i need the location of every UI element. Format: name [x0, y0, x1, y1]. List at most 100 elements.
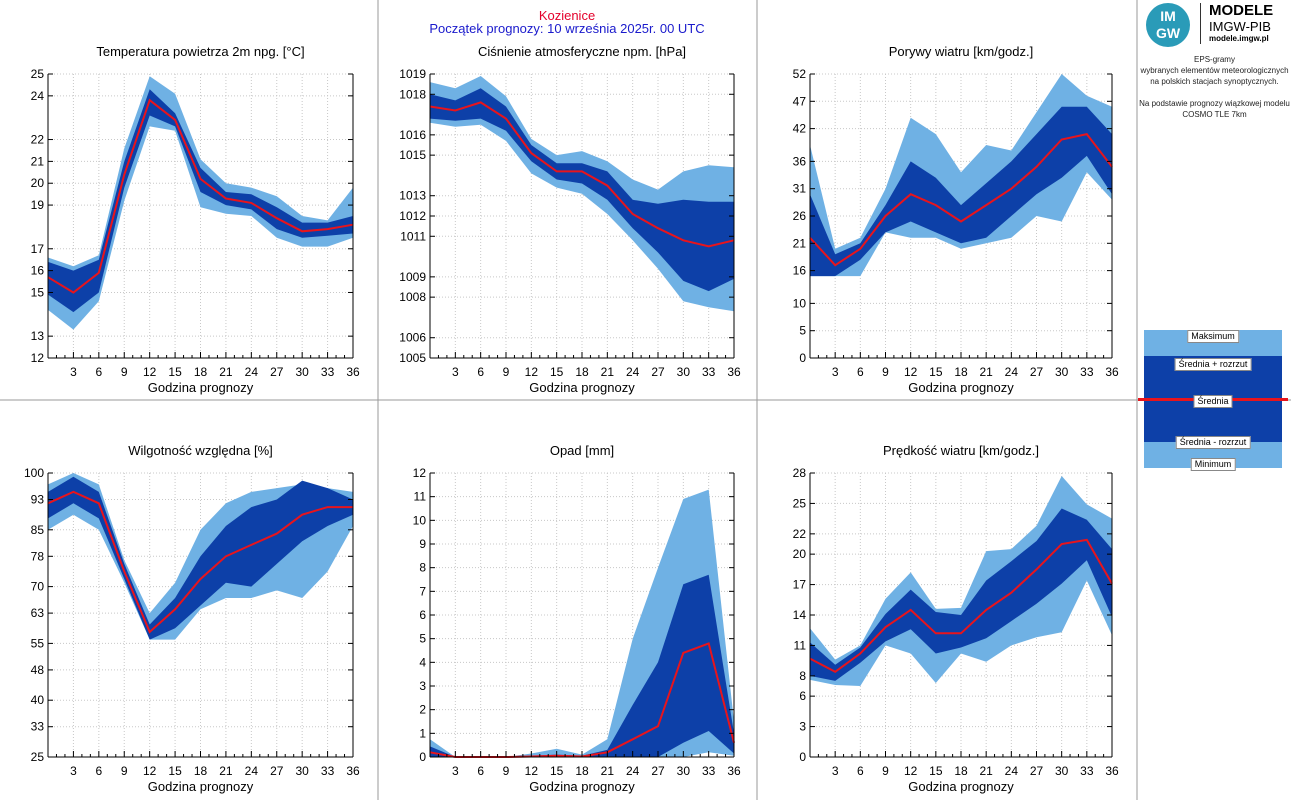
x-tick-label: 30 — [1055, 764, 1069, 778]
x-tick-label: 33 — [321, 365, 335, 379]
x-tick-label: 15 — [550, 764, 564, 778]
legend: Maksimum Średnia + rozrzut Średnia Średn… — [1138, 330, 1288, 471]
x-tick-label: 21 — [219, 764, 233, 778]
y-tick-label: 31 — [793, 182, 807, 196]
x-tick-label: 36 — [727, 764, 741, 778]
x-tick-label: 18 — [194, 764, 208, 778]
x-tick-label: 6 — [95, 365, 102, 379]
y-tick-label: 8 — [419, 561, 426, 575]
x-tick-label: 9 — [121, 764, 128, 778]
chart-title: Opad [mm] — [550, 443, 614, 458]
chart-panel-2: 1005 1006 1008 1009 1011 1012 1013 1015 1016 1018… — [399, 44, 741, 395]
x-tick-label: 27 — [1030, 365, 1044, 379]
x-tick-label: 12 — [143, 365, 157, 379]
x-tick-label: 15 — [168, 365, 182, 379]
y-tick-label: 1006 — [399, 331, 426, 345]
chart-title: Ciśnienie atmosferyczne npm. [hPa] — [478, 44, 686, 59]
x-tick-label: 27 — [270, 365, 284, 379]
x-tick-label: 6 — [95, 764, 102, 778]
y-tick-label: 11 — [414, 490, 427, 504]
info-line1: EPS-gramy — [1194, 55, 1235, 64]
x-tick-label: 15 — [929, 365, 943, 379]
y-tick-label: 1015 — [399, 148, 426, 162]
x-tick-label: 18 — [575, 764, 589, 778]
series-mean-line — [809, 538, 1113, 673]
y-tick-label: 25 — [31, 750, 45, 764]
x-tick-label: 18 — [575, 365, 589, 379]
y-tick-label: 1016 — [399, 128, 426, 142]
x-tick-label: 21 — [601, 764, 615, 778]
series-range-spread — [48, 476, 353, 640]
x-tick-label: 24 — [245, 764, 259, 778]
x-tick-label: 18 — [194, 365, 208, 379]
x-tick-label: 24 — [626, 764, 640, 778]
series-range-max-min — [48, 76, 353, 330]
y-tick-label: 14 — [793, 608, 807, 622]
x-tick-label: 33 — [702, 764, 716, 778]
y-tick-label: 0 — [799, 750, 806, 764]
y-tick-label: 9 — [419, 537, 426, 551]
y-tick-label: 17 — [31, 242, 45, 256]
y-tick-label: 5 — [419, 632, 426, 646]
x-tick-label: 33 — [702, 365, 716, 379]
y-tick-label: 24 — [31, 89, 45, 103]
x-tick-label: 12 — [904, 365, 918, 379]
y-tick-label: 8 — [799, 669, 806, 683]
x-tick-label: 3 — [452, 365, 459, 379]
x-tick-label: 36 — [346, 365, 360, 379]
logo-text: MODELE IMGW-PIB modele.imgw.pl — [1200, 3, 1286, 44]
chart-title: Temperatura powietrza 2m npg. [°C] — [96, 44, 304, 59]
x-tick-label: 3 — [452, 764, 459, 778]
y-tick-label: 3 — [799, 720, 806, 734]
chart-title: Prędkość wiatru [km/godz.] — [883, 443, 1039, 458]
legend-mean-plus-label: Średnia + rozrzut — [1174, 358, 1252, 371]
series-mean-line — [429, 101, 735, 248]
chart-title: Porywy wiatru [km/godz.] — [889, 44, 1034, 59]
x-axis-label: Godzina prognozy — [529, 779, 635, 794]
x-tick-label: 30 — [677, 365, 691, 379]
y-tick-label: 1013 — [399, 189, 426, 203]
x-tick-label: 27 — [1030, 764, 1044, 778]
logo-line2: IMGW-PIB — [1209, 19, 1271, 34]
y-tick-label: 7 — [419, 584, 426, 598]
y-tick-label: 100 — [24, 466, 44, 480]
y-tick-label: 16 — [31, 264, 45, 278]
y-tick-label: 48 — [31, 663, 45, 677]
y-tick-label: 21 — [31, 154, 45, 168]
y-tick-label: 78 — [31, 549, 45, 563]
x-tick-label: 36 — [1105, 365, 1119, 379]
x-tick-label: 12 — [143, 764, 157, 778]
info-line3: na polskich stacjach synoptycznych. — [1150, 77, 1279, 86]
y-tick-label: 12 — [413, 466, 427, 480]
y-tick-label: 10 — [413, 513, 427, 527]
x-tick-label: 33 — [1080, 764, 1094, 778]
x-tick-label: 9 — [882, 764, 889, 778]
series-range-spread — [48, 89, 353, 313]
x-tick-label: 27 — [270, 764, 284, 778]
x-tick-label: 9 — [121, 365, 128, 379]
y-tick-label: 52 — [793, 67, 807, 81]
y-tick-label: 36 — [793, 154, 807, 168]
info-line5: COSMO TLE 7km — [1182, 110, 1247, 119]
series-mean-line — [47, 98, 354, 294]
x-tick-label: 6 — [857, 764, 864, 778]
y-tick-label: 12 — [31, 351, 45, 365]
x-tick-label: 24 — [1005, 365, 1019, 379]
forecast-start: Początek prognozy: 10 września 2025r. 00… — [429, 21, 705, 36]
y-tick-label: 3 — [419, 679, 426, 693]
y-tick-label: 25 — [793, 496, 807, 510]
x-tick-label: 30 — [1055, 365, 1069, 379]
x-tick-label: 15 — [929, 764, 943, 778]
y-tick-label: 6 — [799, 689, 806, 703]
info-line2: wybranych elementów meteorologicznych — [1140, 66, 1289, 75]
y-tick-label: 10 — [793, 296, 807, 310]
series-range-spread — [810, 508, 1112, 681]
y-tick-label: 0 — [799, 351, 806, 365]
x-tick-label: 21 — [601, 365, 615, 379]
y-tick-label: 1 — [419, 726, 426, 740]
y-tick-label: 33 — [31, 720, 45, 734]
